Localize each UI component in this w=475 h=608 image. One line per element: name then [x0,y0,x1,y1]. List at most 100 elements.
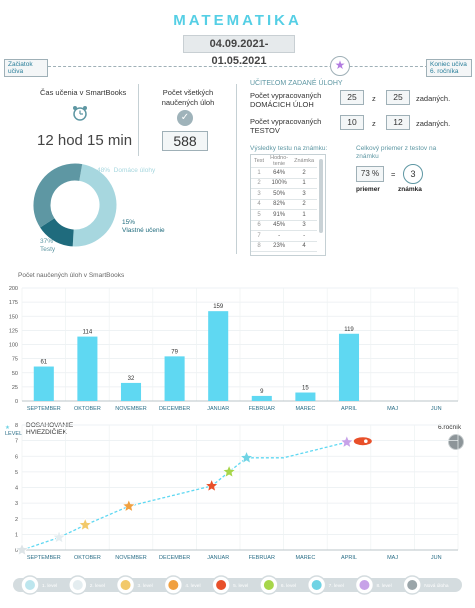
y-tick-label: 175 [9,300,18,306]
level-line [21,441,347,551]
goal-label: 6.ročník [438,424,462,431]
level-star-marker [52,530,66,544]
data-label: 9 [260,389,264,395]
table-cell: 1 [291,178,318,189]
table-cell: 1 [291,209,318,221]
results-table[interactable]: Test Hodno-tenie Známka 1 64% 2 2 100% 1 3 50% 3 4 8… [250,154,326,256]
progress-star-icon: ★ [330,56,350,76]
x-tick-label: JUN [431,555,442,561]
table-cell: 3 [291,188,318,200]
x-tick-label: OKTOBER [74,555,101,561]
bar [33,366,54,401]
page-title: MATEMATIKA [173,12,302,29]
y-tick-label: 8 [15,423,18,429]
data-label: 79 [171,349,178,355]
donut-segment-0 [33,163,117,247]
x-tick-label: MAJ [387,406,398,412]
table-cell: 4 [291,241,318,252]
x-tick-label: APRIL [341,406,357,412]
y-tick-label: 0 [15,399,18,405]
scrollbar[interactable] [319,159,323,233]
timeline-end: Koniec učiva 6. ročníka [426,59,472,77]
donut-label-homework: 48% Domáce úlohy [97,167,156,174]
x-tick-label: MAJ [387,555,398,561]
level-label: 5. level [233,583,248,589]
data-label: 119 [344,327,354,333]
table-row: 6 45% 3 [251,220,318,231]
table-cell: 7 [251,230,268,242]
level-star-icon [25,580,35,590]
x-tick-label: MAREC [295,406,315,412]
level-label: Nová úloha [424,583,449,589]
tasks-value: 588 [162,131,208,151]
tests-label: Počet vypracovaných TESTOV [250,117,322,135]
line-chart-title: DOSAHOVANIE HVIEZDIČIEK [26,422,74,436]
level-label: 6. level [281,583,296,589]
col-header: Hodno-tenie [267,155,292,168]
bar-chart-title: Počet naučených úloh v SmartBooks [18,272,125,279]
homework-total-field: 25 [386,90,410,105]
donut-chart [33,163,117,247]
level-star-marker [121,498,136,513]
overall-title: Celkový priemer z testov na známku [356,145,437,160]
y-tick-label: 4 [15,486,18,492]
timeline-start: Začiatok učiva [4,59,48,77]
tests-total-field: 12 [386,115,410,130]
bar [338,333,360,401]
level-chart: 0 1 2 3 4 5 6 7 8 SEPTEMBER OKTOBER NOVEMBER DECEMBE… [15,423,459,561]
table-cell: 8 [251,241,268,252]
data-label: 114 [83,330,93,336]
x-tick-label: DECEMBER [159,406,190,412]
y-tick-label: 25 [12,385,18,391]
y-tick-label: 7 [15,439,18,445]
y-tick-label: 150 [9,314,18,320]
equals: = [391,170,396,179]
table-cell: 100% [267,178,292,189]
y-tick-label: 100 [9,343,18,349]
homework-done-field: 25 [340,90,364,105]
time-value: 12 hod 15 min [37,132,133,149]
table-cell: 6 [251,220,268,231]
col-header: Test [251,155,268,168]
unit-label: zadaných. [416,119,451,128]
donut-label-self: 15% Vlastné učenie [122,219,165,234]
table-cell: 2 [291,199,318,210]
bar [251,395,272,401]
y-tick-label: 0 [15,548,18,554]
assigned-title: UČITEĽOM ZADANÉ ÚLOHY [250,80,343,87]
data-label: 15 [302,386,309,392]
x-tick-label: JANUAR [207,555,229,561]
homework-label: Počet vypracovaných DOMÁCICH ÚLOH [250,91,322,109]
data-label: 61 [40,360,47,366]
table-cell: 3 [291,220,318,231]
level-label: 2. level [90,583,105,589]
results-title: Výsledky testu na známku: [250,145,328,152]
table-cell: 2 [291,167,318,179]
table-row: 2 100% 1 [251,178,318,189]
table-cell: 45% [267,220,292,231]
level-star-icon [216,580,227,590]
y-tick-label: 1 [15,532,18,538]
col-header: Známka [291,155,318,168]
y-tick-label: 50 [12,371,18,377]
grade-label: známka [398,186,422,193]
level-label: 3. level [138,583,153,589]
table-cell: 3 [251,188,268,200]
level-label: 1. level [42,583,57,589]
x-tick-label: SEPTEMBER [27,406,61,412]
y-tick-label: 6 [15,454,18,460]
level-star-icon [359,580,370,590]
average-field: 73 % [356,166,384,182]
table-cell: 50% [267,188,292,200]
x-tick-label: FEBRUAR [249,555,275,561]
level-star-icon [168,580,179,590]
table-row: 4 82% 2 [251,199,318,210]
bar-chart: 0 25 50 75 100 125 150 175 200 SEPTEMBER 61 OKTOBER… [9,286,459,412]
unit-label: zadaných. [416,94,451,103]
date-range: 04.09.2021- 01.05.2021 [183,35,295,67]
y-tick-label: 75 [12,357,18,363]
x-tick-label: JANUAR [207,406,229,412]
table-row: 7-- [251,230,318,242]
x-tick-label: MAREC [295,555,315,561]
check-icon: ✓ [177,110,193,126]
